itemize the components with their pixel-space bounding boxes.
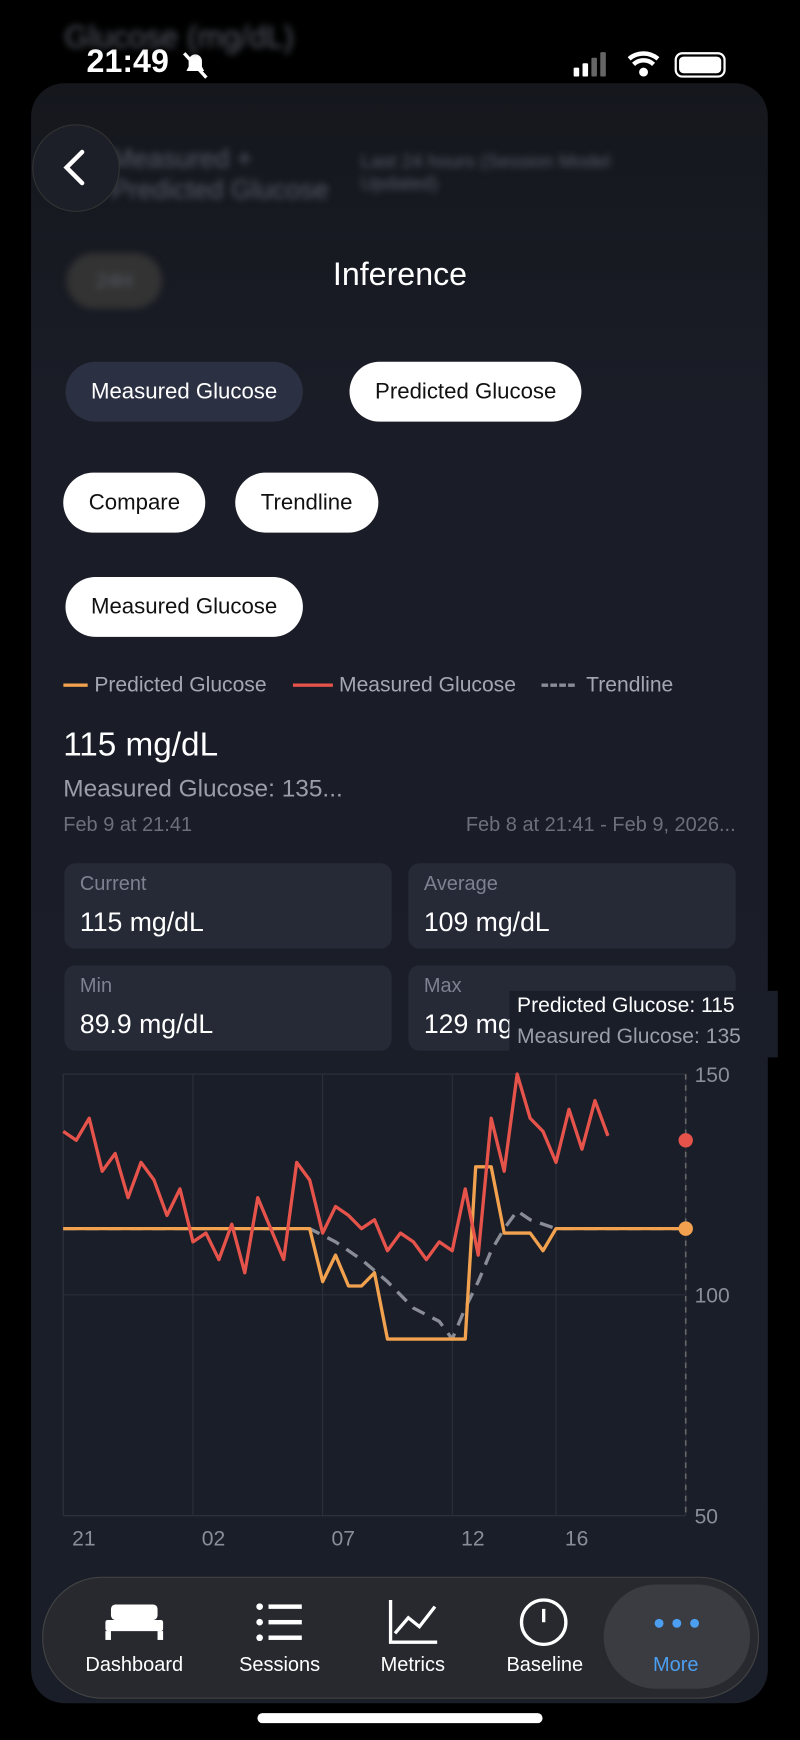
tooltip-line: Predicted Glucose: 115 bbox=[517, 994, 735, 1018]
x-tick-label: 16 bbox=[565, 1528, 588, 1551]
x-tick-label: 12 bbox=[461, 1528, 484, 1551]
summary-value: 115 mg/dL bbox=[63, 726, 219, 764]
series-line bbox=[63, 1074, 685, 1273]
tab[interactable]: More bbox=[652, 1653, 699, 1676]
background-note: Last 24 hours (Session Model Updated) bbox=[360, 150, 611, 195]
header-title: Inference bbox=[332, 257, 468, 293]
chip[interactable]: Compare bbox=[63, 472, 206, 533]
stat-card: Min 89.9 mg/dL bbox=[64, 965, 392, 1051]
back-icon bbox=[63, 149, 85, 186]
back-button[interactable] bbox=[32, 124, 120, 212]
status-time: 21:49 bbox=[86, 44, 169, 80]
stat-value: 89.9 mg/dL bbox=[79, 1009, 214, 1040]
summary-date: Feb 9 at 21:41 bbox=[63, 813, 193, 836]
stat-card: Current 115 mg/dL bbox=[64, 863, 392, 949]
chip[interactable]: Predicted Glucose bbox=[349, 361, 582, 422]
home-indicator bbox=[257, 1713, 543, 1724]
end-marker bbox=[678, 1221, 693, 1236]
status-icons bbox=[573, 51, 726, 78]
tab[interactable]: Baseline bbox=[506, 1653, 584, 1676]
tab-icons bbox=[105, 1598, 700, 1647]
legend-label: Predicted Glucose bbox=[94, 673, 267, 697]
summary-secondary: Measured Glucose: 135... bbox=[63, 774, 343, 803]
legend: Predicted Glucose Measured Glucose Trend… bbox=[63, 674, 735, 703]
background-range: 24H bbox=[66, 252, 162, 309]
tab-selected bbox=[603, 1584, 751, 1689]
summary-range: Feb 8 at 21:41 - Feb 9, 2026... bbox=[465, 813, 736, 836]
tab[interactable]: Metrics bbox=[380, 1653, 445, 1676]
stat-label: Max bbox=[423, 974, 462, 997]
tooltip: Predicted Glucose: 115 Measured Glucose:… bbox=[509, 990, 778, 1058]
chip[interactable]: Trendline bbox=[235, 472, 378, 533]
silent-icon bbox=[182, 52, 208, 79]
legend-swatch bbox=[541, 684, 576, 688]
stat-card: Average 109 mg/dL bbox=[408, 863, 736, 949]
background-title: Glucose (mg/dL) bbox=[64, 19, 295, 55]
x-tick-label: 07 bbox=[331, 1528, 354, 1551]
x-tick-label: 02 bbox=[202, 1528, 225, 1551]
series-line bbox=[63, 1165, 686, 1341]
legend-swatch bbox=[292, 684, 333, 688]
series-line bbox=[63, 1209, 686, 1341]
legend-label: Trendline bbox=[586, 673, 674, 697]
background-subtitle: Measured + Predicted Glucose bbox=[110, 144, 329, 206]
tab[interactable]: Sessions bbox=[239, 1653, 321, 1676]
stat-value: 115 mg/dL bbox=[79, 907, 204, 938]
chip[interactable]: Measured Glucose bbox=[65, 576, 303, 637]
stat-label: Current bbox=[79, 872, 147, 895]
y-tick-label: 100 bbox=[695, 1285, 730, 1308]
legend-swatch bbox=[63, 684, 88, 688]
chip[interactable]: Measured Glucose bbox=[65, 361, 303, 422]
stat-value: 109 mg/dL bbox=[423, 907, 550, 938]
legend-label: Measured Glucose bbox=[339, 673, 516, 697]
tab[interactable]: Dashboard bbox=[85, 1653, 184, 1676]
tooltip-line: Measured Glucose: 135 bbox=[517, 1025, 741, 1049]
end-marker bbox=[678, 1133, 693, 1148]
stat-label: Average bbox=[423, 872, 498, 895]
y-tick-label: 50 bbox=[695, 1505, 718, 1528]
x-tick-label: 21 bbox=[72, 1528, 95, 1551]
stat-label: Min bbox=[79, 974, 113, 997]
y-tick-label: 150 bbox=[695, 1064, 730, 1087]
